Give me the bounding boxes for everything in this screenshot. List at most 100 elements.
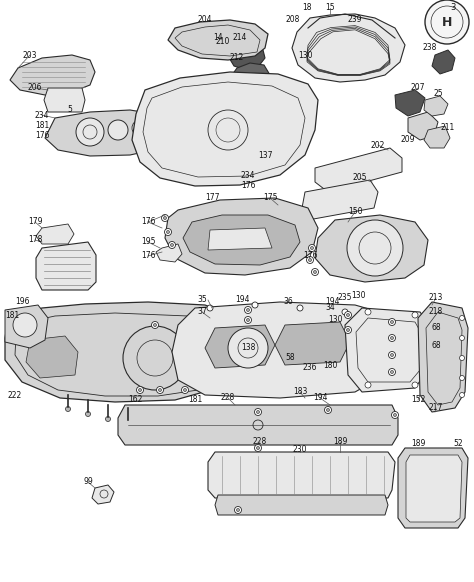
Polygon shape [424,96,448,116]
Circle shape [208,110,248,150]
Text: 235: 235 [338,293,352,303]
Text: 179: 179 [28,218,42,226]
Circle shape [422,365,428,371]
Polygon shape [232,63,270,87]
Circle shape [166,230,170,233]
Circle shape [246,308,249,311]
Text: 195: 195 [141,237,155,247]
Text: 14: 14 [213,33,223,41]
Text: 208: 208 [286,16,300,24]
Circle shape [235,506,241,513]
Text: 212: 212 [230,54,244,62]
Circle shape [65,406,71,411]
Circle shape [182,386,189,393]
Polygon shape [36,242,96,290]
Polygon shape [26,336,78,378]
Polygon shape [183,215,300,265]
Circle shape [183,389,186,392]
Text: 68: 68 [431,340,441,350]
Circle shape [297,305,303,311]
Polygon shape [424,126,450,148]
Circle shape [137,386,144,393]
Circle shape [256,410,259,413]
Polygon shape [418,302,468,412]
Circle shape [346,328,349,332]
Text: 35: 35 [197,296,207,304]
Circle shape [310,247,313,250]
Circle shape [389,368,395,375]
Text: 217: 217 [429,403,443,413]
Text: 228: 228 [221,393,235,403]
Circle shape [412,382,418,388]
Circle shape [245,307,252,314]
Polygon shape [315,215,428,282]
Text: 176: 176 [141,218,155,226]
Text: 189: 189 [411,439,425,449]
Text: 181: 181 [35,120,49,130]
Circle shape [392,411,399,418]
Text: 5: 5 [68,105,73,115]
Text: 203: 203 [23,51,37,59]
Text: 34: 34 [325,303,335,313]
Text: 36: 36 [283,297,293,307]
Text: 181: 181 [5,311,19,320]
Text: 176: 176 [303,250,317,260]
Circle shape [256,446,259,449]
Circle shape [255,445,262,452]
Circle shape [108,120,128,140]
Polygon shape [345,308,432,392]
Circle shape [365,382,371,388]
Text: 238: 238 [423,44,437,52]
Polygon shape [172,302,395,398]
Polygon shape [118,405,398,445]
Text: 180: 180 [323,360,337,370]
Text: 211: 211 [441,123,455,133]
Circle shape [13,313,37,337]
Circle shape [425,339,431,345]
Text: 130: 130 [351,290,365,300]
Text: 68: 68 [431,324,441,332]
Text: 18: 18 [302,3,312,12]
Polygon shape [156,244,182,262]
Circle shape [342,309,348,315]
Polygon shape [408,112,438,140]
Circle shape [171,243,173,247]
Text: 205: 205 [353,173,367,183]
Circle shape [389,352,395,359]
Circle shape [307,257,313,264]
Circle shape [132,120,148,136]
Text: 52: 52 [453,439,463,449]
Circle shape [459,356,465,360]
Text: 177: 177 [205,193,219,203]
Polygon shape [228,40,265,70]
Circle shape [313,271,317,274]
Text: 202: 202 [371,140,385,150]
Polygon shape [208,228,272,250]
Polygon shape [302,180,378,220]
Text: 194: 194 [313,393,327,403]
Circle shape [164,229,172,236]
Circle shape [164,217,166,219]
Text: 194: 194 [235,296,249,304]
Text: 213: 213 [429,293,443,303]
Text: 218: 218 [429,307,443,317]
Circle shape [459,335,465,340]
Circle shape [327,409,329,411]
Circle shape [365,309,371,315]
Text: 176: 176 [241,180,255,190]
Circle shape [138,389,142,392]
Text: 152: 152 [411,396,425,404]
Text: 183: 183 [293,388,307,396]
Text: 137: 137 [258,151,272,159]
Text: 234: 234 [35,111,49,119]
Text: 3: 3 [450,3,456,12]
Circle shape [245,317,252,324]
Circle shape [325,406,331,413]
Circle shape [158,389,162,392]
Circle shape [347,220,403,276]
Circle shape [154,324,156,327]
Circle shape [228,328,268,368]
Circle shape [345,311,352,318]
Circle shape [126,420,130,424]
Text: 138: 138 [241,343,255,353]
